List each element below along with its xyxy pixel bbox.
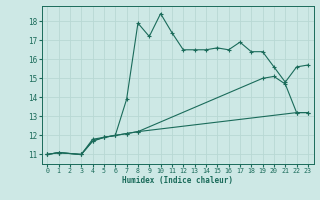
X-axis label: Humidex (Indice chaleur): Humidex (Indice chaleur) [122,176,233,185]
